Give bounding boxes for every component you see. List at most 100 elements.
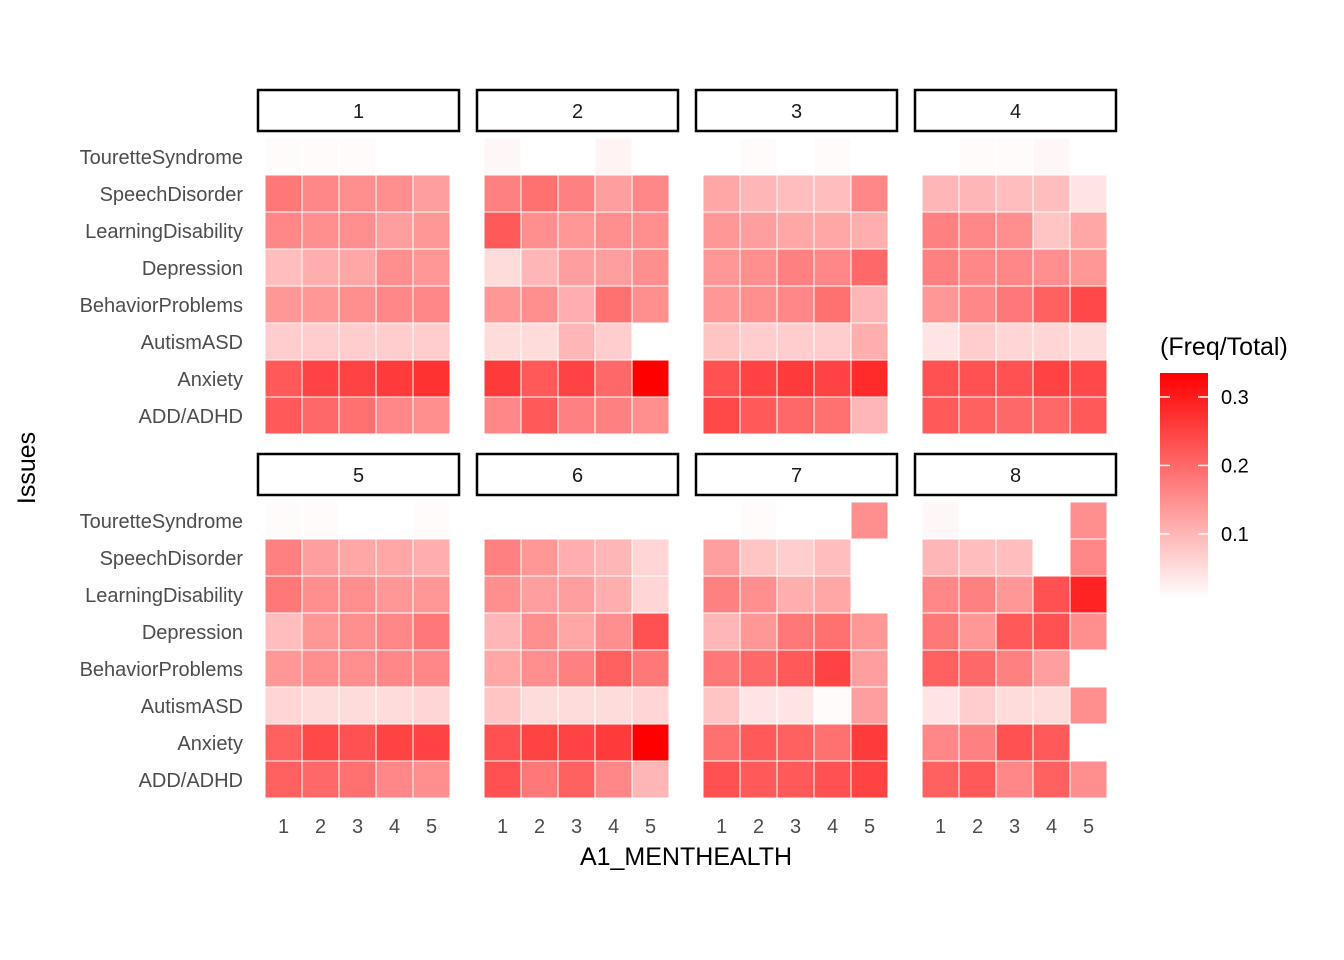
heatmap-cell xyxy=(921,396,960,435)
heatmap-cell xyxy=(702,760,741,799)
heatmap-cell xyxy=(776,649,815,688)
heatmap-cell xyxy=(338,285,377,324)
heatmap-cell xyxy=(412,396,451,435)
heatmap-cell xyxy=(557,723,596,762)
facet-strip xyxy=(475,88,680,133)
heatmap-cell xyxy=(1032,285,1071,324)
heatmap-cell xyxy=(1032,723,1071,762)
heatmap-cell xyxy=(557,575,596,614)
heatmap-cell xyxy=(995,211,1034,250)
heatmap-cell xyxy=(776,396,815,435)
y-tick-label: AutismASD xyxy=(141,332,243,354)
heatmap-cell xyxy=(412,538,451,577)
heatmap-cell xyxy=(483,137,522,176)
heatmap-cell xyxy=(739,174,778,213)
facet-strip-label: 5 xyxy=(353,465,364,487)
heatmap-cell xyxy=(264,538,303,577)
heatmap-cell xyxy=(301,174,340,213)
heatmap-cell xyxy=(301,612,340,651)
y-tick-label: ADD/ADHD xyxy=(139,770,243,792)
heatmap-cell xyxy=(264,359,303,398)
heatmap-cell xyxy=(412,211,451,250)
heatmap-cell xyxy=(850,211,889,250)
heatmap-cell xyxy=(412,760,451,799)
x-tick-label: 1 xyxy=(278,816,289,838)
heatmap-cell xyxy=(995,396,1034,435)
heatmap-cell xyxy=(520,760,559,799)
x-tick-label: 4 xyxy=(608,816,619,838)
heatmap-cell xyxy=(995,686,1034,725)
heatmap-cell xyxy=(375,760,414,799)
heatmap-cell xyxy=(702,396,741,435)
y-axis-title: Issues xyxy=(13,432,41,504)
heatmap-cell xyxy=(995,359,1034,398)
heatmap-cell xyxy=(958,612,997,651)
facet-strip-label: 3 xyxy=(791,101,802,123)
y-tick-label: LearningDisability xyxy=(85,585,243,607)
heatmap-cell xyxy=(594,322,633,361)
heatmap-cell xyxy=(631,575,670,614)
heatmap-cell xyxy=(739,396,778,435)
heatmap-cell xyxy=(739,211,778,250)
heatmap-cell xyxy=(375,174,414,213)
heatmap-cell xyxy=(631,760,670,799)
heatmap-cell xyxy=(921,538,960,577)
heatmap-cell xyxy=(995,285,1034,324)
heatmap-cell xyxy=(301,538,340,577)
heatmap-cell xyxy=(958,575,997,614)
heatmap-cell xyxy=(813,575,852,614)
heatmap-cell xyxy=(412,649,451,688)
heatmap-cell xyxy=(301,723,340,762)
heatmap-cell xyxy=(483,575,522,614)
y-tick-label: BehaviorProblems xyxy=(80,659,243,681)
heatmap-cell xyxy=(1032,396,1071,435)
heatmap-cell xyxy=(776,285,815,324)
heatmap-cell xyxy=(483,359,522,398)
heatmap-cell xyxy=(739,501,778,540)
heatmap-cell xyxy=(483,211,522,250)
heatmap-cell xyxy=(958,760,997,799)
heatmap-cell xyxy=(520,501,559,540)
heatmap-cell xyxy=(483,723,522,762)
heatmap-cell xyxy=(483,538,522,577)
heatmap-cell xyxy=(776,174,815,213)
heatmap-cell xyxy=(739,723,778,762)
heatmap-cell xyxy=(1069,760,1108,799)
heatmap-cell xyxy=(921,686,960,725)
heatmap-cell xyxy=(702,359,741,398)
heatmap-cell xyxy=(483,501,522,540)
heatmap-cell xyxy=(813,322,852,361)
heatmap-cell xyxy=(1032,686,1071,725)
heatmap-cell xyxy=(813,723,852,762)
heatmap-cell xyxy=(520,575,559,614)
heatmap-cell xyxy=(375,538,414,577)
heatmap-cell xyxy=(338,649,377,688)
heatmap-cell xyxy=(958,649,997,688)
heatmap-cell xyxy=(301,211,340,250)
x-tick-label: 4 xyxy=(1046,816,1057,838)
heatmap-cell xyxy=(412,612,451,651)
heatmap-cell xyxy=(264,760,303,799)
heatmap-cell xyxy=(1069,538,1108,577)
heatmap-cell xyxy=(594,174,633,213)
heatmap-cell xyxy=(1069,686,1108,725)
heatmap-cell xyxy=(412,359,451,398)
heatmap-cell xyxy=(1069,285,1108,324)
heatmap-cell xyxy=(702,174,741,213)
legend-tick-label: 0.1 xyxy=(1221,524,1249,546)
heatmap-cell xyxy=(557,211,596,250)
legend-tick-label: 0.3 xyxy=(1221,387,1249,409)
heatmap-cell xyxy=(631,396,670,435)
y-tick-label: TouretteSyndrome xyxy=(80,147,243,169)
heatmap-cell xyxy=(264,174,303,213)
heatmap-cell xyxy=(702,285,741,324)
x-tick-label: 4 xyxy=(389,816,400,838)
heatmap-cell xyxy=(850,686,889,725)
heatmap-cell xyxy=(921,359,960,398)
heatmap-cell xyxy=(995,174,1034,213)
heatmap-cell xyxy=(520,248,559,287)
heatmap-cell xyxy=(631,612,670,651)
heatmap-cell xyxy=(557,359,596,398)
heatmap-cell xyxy=(483,248,522,287)
heatmap-cell xyxy=(739,686,778,725)
